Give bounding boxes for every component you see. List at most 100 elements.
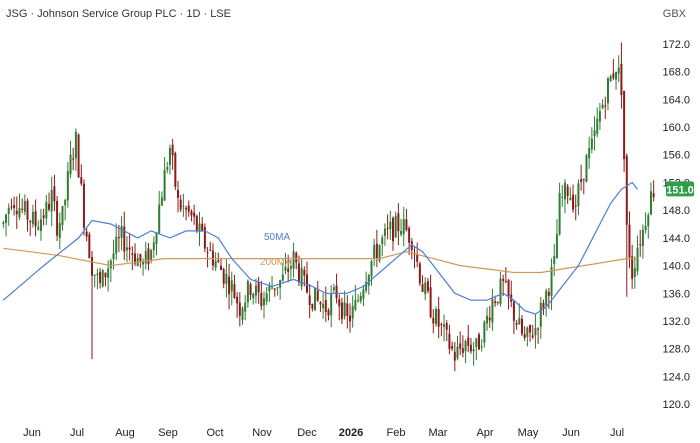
candle-body [472, 349, 475, 352]
ma200-label: 200MA [260, 257, 292, 268]
candle-body [93, 274, 96, 276]
candle-body [15, 210, 18, 215]
candle-body [217, 260, 220, 262]
candle-body [512, 301, 515, 321]
candle-body [96, 273, 99, 275]
candle-body [405, 219, 408, 231]
candle-body [236, 296, 239, 304]
candle-body [491, 299, 494, 323]
candle-body [324, 300, 327, 312]
y-tick-label: 144.0 [662, 233, 690, 245]
candle-body [308, 295, 311, 306]
candle-body [641, 230, 644, 246]
candle-body [7, 207, 10, 214]
candle-body [160, 197, 163, 206]
candle-body [10, 206, 13, 208]
candle-body [429, 287, 432, 318]
candles [2, 42, 655, 372]
candle-body [115, 236, 118, 254]
ma50-line [2, 181, 638, 315]
candle-body [77, 134, 80, 178]
candle-body [542, 303, 545, 309]
candle-body [88, 234, 91, 259]
currency-label: GBX [662, 8, 686, 20]
candle-body [572, 194, 575, 210]
candle-body [150, 250, 153, 261]
candle-body [467, 337, 470, 346]
candle-body [314, 288, 317, 311]
candle-body [338, 299, 341, 307]
candle-body [120, 225, 123, 238]
candle-body [327, 310, 330, 316]
candle-body [319, 302, 322, 305]
candle-body [66, 171, 69, 201]
candle-body [254, 285, 257, 296]
x-tick-label: Sep [158, 427, 178, 439]
candle-body [23, 201, 26, 212]
candle-body [182, 205, 185, 207]
candle-body [545, 290, 548, 306]
y-tick-label: 160.0 [662, 122, 690, 134]
candle-body [416, 254, 419, 262]
candle-body [609, 76, 612, 82]
candle-body [434, 309, 437, 324]
candle-body [397, 213, 400, 232]
candle-body [620, 63, 623, 96]
candle-body [569, 197, 572, 201]
candle-body [117, 236, 120, 239]
candle-body [306, 274, 309, 293]
candle-body [469, 344, 472, 352]
candle-body [461, 348, 464, 353]
candle-body [82, 183, 85, 228]
x-tick-label: Aug [115, 427, 135, 439]
candle-body [61, 206, 64, 226]
candle-body [639, 244, 642, 246]
candle-body [520, 318, 523, 334]
candle-body [316, 290, 319, 301]
candle-body [402, 219, 405, 235]
candle-body [644, 225, 647, 231]
candle-body [101, 270, 104, 287]
candle-body [26, 200, 29, 220]
candle-body [480, 346, 483, 348]
candle-body [168, 147, 171, 166]
candle-body [209, 249, 212, 251]
x-tick-label: Mar [429, 427, 448, 439]
candle-body [370, 261, 373, 277]
x-tick-label: Jul [70, 427, 84, 439]
candle-body [228, 276, 231, 295]
candle-body [518, 318, 521, 325]
candle-body [426, 281, 429, 292]
candle-body [437, 308, 440, 327]
candle-body [477, 334, 480, 350]
candle-body [177, 189, 180, 198]
candle-body [263, 298, 266, 306]
candle-body [241, 308, 244, 320]
x-tick-label: Nov [252, 427, 272, 439]
candle-body [53, 186, 56, 202]
candle-body [31, 211, 34, 225]
candle-body [69, 154, 72, 175]
y-tick-label: 148.0 [662, 205, 690, 217]
x-tick-label: Feb [387, 427, 406, 439]
candle-body [488, 317, 491, 321]
candle-body [276, 287, 279, 289]
candle-body [615, 71, 618, 80]
candle-body [445, 322, 448, 330]
candle-body [351, 305, 354, 319]
candle-body [284, 266, 287, 271]
candle-body [174, 152, 177, 187]
chart-title: JSG · Johnson Service Group PLC · 1D · L… [6, 8, 231, 20]
candle-body [37, 227, 40, 230]
candle-body [142, 261, 145, 265]
candle-body [391, 217, 394, 242]
candle-body [496, 301, 499, 303]
candle-body [464, 340, 467, 352]
candle-body [268, 285, 271, 292]
candle-body [357, 299, 360, 301]
candle-body [386, 228, 389, 230]
candle-body [56, 200, 59, 236]
candle-body [582, 178, 585, 180]
candle-body [13, 205, 16, 209]
